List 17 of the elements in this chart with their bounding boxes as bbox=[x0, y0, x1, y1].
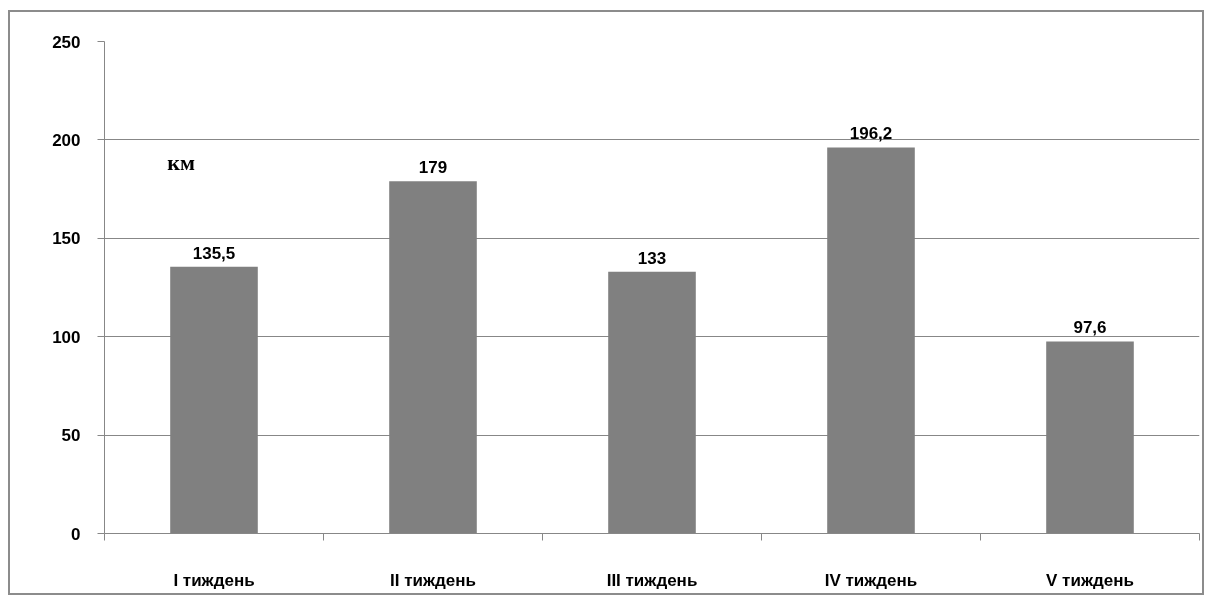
y-tick-label: 200 bbox=[52, 130, 81, 150]
y-tick-label: 100 bbox=[52, 327, 81, 347]
y-tick-label: 0 bbox=[71, 524, 81, 544]
y-tick-label: 250 bbox=[52, 32, 81, 52]
x-tick-label: V тиждень bbox=[1046, 570, 1134, 590]
y-axis-title: км bbox=[167, 150, 195, 176]
data-label: 179 bbox=[418, 158, 448, 178]
data-label: 196,2 bbox=[849, 124, 893, 144]
x-tick-label: III тиждень bbox=[606, 570, 698, 590]
y-tick-label: 50 bbox=[61, 426, 81, 446]
x-tick-label: I тиждень bbox=[173, 570, 255, 590]
data-label: 97,6 bbox=[1073, 318, 1107, 338]
x-tick-label: II тиждень bbox=[390, 570, 476, 590]
x-tick-label: IV тиждень bbox=[824, 570, 918, 590]
data-label: 133 bbox=[637, 248, 667, 268]
y-tick-label: 150 bbox=[52, 229, 81, 249]
data-label: 135,5 bbox=[192, 243, 236, 263]
